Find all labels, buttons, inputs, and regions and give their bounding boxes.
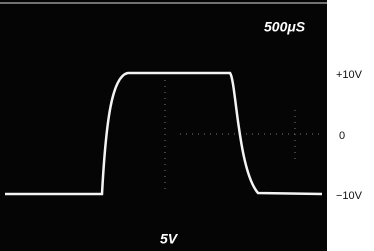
- scale-label: 0: [339, 130, 345, 142]
- scale-label: +10V: [336, 69, 363, 81]
- page: 500μS 5V +10V 0 −10V (() => { const data…: [0, 0, 374, 251]
- volts-label: 5V: [160, 231, 179, 247]
- timebase-label: 500μS: [264, 19, 306, 35]
- screen: [0, 0, 327, 251]
- oscilloscope: 500μS 5V +10V 0 −10V: [0, 0, 374, 251]
- scale-label: −10V: [336, 190, 363, 202]
